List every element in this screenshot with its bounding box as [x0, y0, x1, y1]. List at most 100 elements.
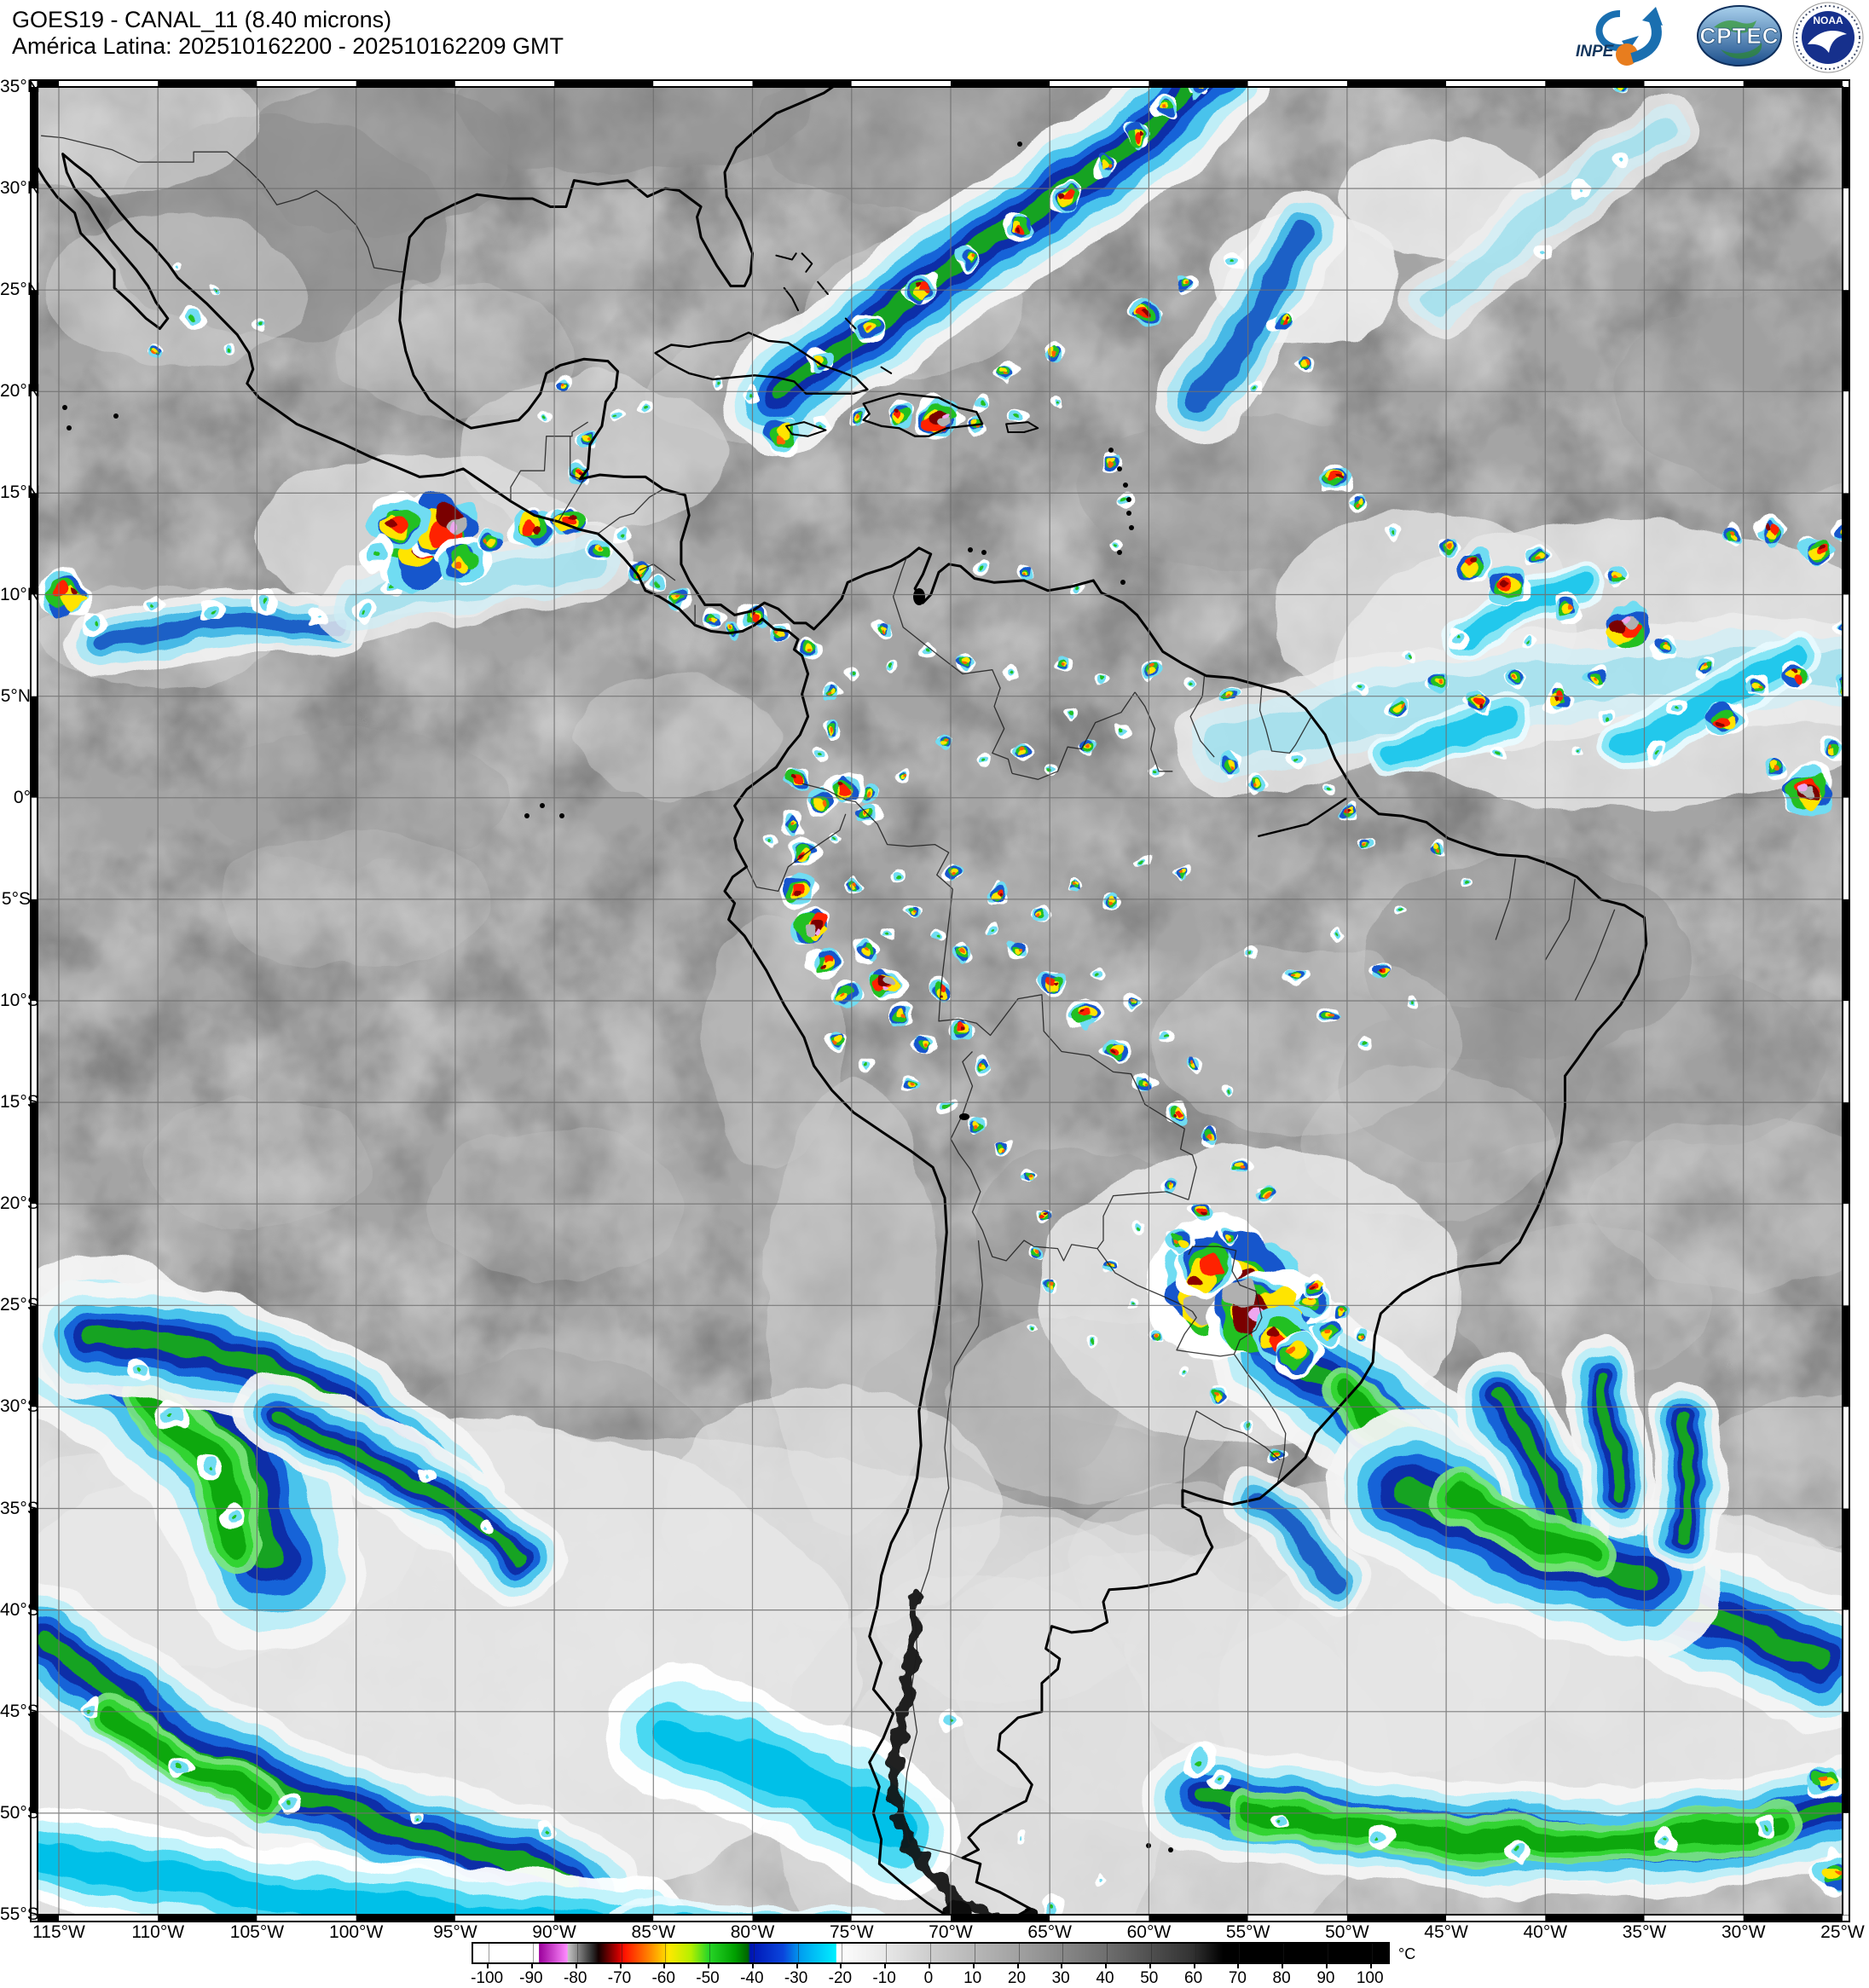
colorbar-tick	[487, 1964, 489, 1968]
lon-label: 45°W	[1424, 1922, 1468, 1942]
lat-label: 35°N	[0, 77, 40, 96]
noaa-logo-icon: NOAA	[1792, 2, 1864, 73]
colorbar-tick	[751, 1964, 754, 1968]
lat-label: 5°S	[1, 888, 31, 909]
colorbar-tick-label: 50	[1140, 1969, 1159, 1987]
map-imagery	[38, 87, 1843, 1915]
colorbar-tick	[619, 1964, 622, 1968]
colorbar-tick	[1193, 1964, 1195, 1968]
colorbar-tick-label: 30	[1051, 1969, 1070, 1987]
lon-label: 100°W	[329, 1922, 384, 1942]
lat-label: 50°S	[0, 1802, 39, 1823]
lat-label: 35°S	[0, 1498, 39, 1518]
lat-label: 5°N	[0, 685, 31, 706]
colorbar-tick	[972, 1964, 975, 1968]
lat-label: 40°S	[0, 1599, 39, 1620]
colorbar-tick-label: -50	[696, 1969, 720, 1987]
colorbar-unit-label: °C	[1398, 1945, 1416, 1962]
small-islands	[62, 142, 1348, 1852]
colorbar-tick-label: 80	[1272, 1969, 1291, 1987]
colorbar-tick	[886, 1944, 888, 1962]
lon-label: 30°W	[1721, 1922, 1766, 1942]
colorbar-tick	[1150, 1944, 1152, 1962]
colorbar-tick	[575, 1964, 577, 1968]
lon-label: 70°W	[929, 1922, 973, 1942]
colorbar-tick-label: 90	[1316, 1969, 1335, 1987]
lon-label: 80°W	[730, 1922, 775, 1942]
colorbar-tick	[1325, 1964, 1328, 1968]
lat-label: 45°S	[0, 1701, 39, 1721]
lon-label: 110°W	[131, 1922, 185, 1942]
colorbar-tick	[665, 1944, 667, 1962]
lat-label: 55°S	[0, 1904, 39, 1924]
country-borders	[41, 135, 1616, 1861]
lon-label: 65°W	[1027, 1922, 1072, 1942]
colorbar-tick	[1371, 1944, 1373, 1962]
colorbar-tick	[1062, 1944, 1064, 1962]
lat-label: 15°S	[0, 1092, 39, 1112]
colorbar-tick-label: 0	[923, 1969, 934, 1987]
colorbar-tick-label: -60	[651, 1969, 675, 1987]
colorbar-tick-label: -20	[828, 1969, 853, 1987]
page-subtitle: América Latina: 202510162200 - 202510162…	[12, 33, 564, 59]
graticule-grid	[38, 87, 1843, 1915]
colorbar-tick	[796, 1964, 798, 1968]
colorbar-tick-label: 10	[963, 1969, 982, 1987]
colorbar-tick	[532, 1944, 534, 1962]
colorbar-tick	[576, 1944, 578, 1962]
colorbar-tick	[1239, 1944, 1241, 1962]
lon-label: 95°W	[433, 1922, 477, 1942]
colorbar-tick-label: -70	[607, 1969, 632, 1987]
inpe-logo-icon: INPE	[1576, 7, 1663, 66]
lon-label: 50°W	[1325, 1922, 1369, 1942]
colorbar-tick	[1105, 1964, 1107, 1968]
colorbar-tick	[1369, 1964, 1372, 1968]
lon-label: 25°W	[1820, 1922, 1865, 1942]
lat-label: 15°N	[0, 483, 40, 503]
colorbar-tick	[928, 1964, 930, 1968]
colorbar-tick	[884, 1964, 887, 1968]
lon-label: 115°W	[32, 1922, 85, 1942]
colorbar-tick	[1018, 1944, 1020, 1962]
colorbar	[472, 1942, 1390, 1964]
colorbar-tick	[709, 1944, 710, 1962]
colorbar-tick	[1283, 1944, 1285, 1962]
map-frame	[30, 79, 1850, 1922]
colorbar-tick	[753, 1944, 755, 1962]
lon-label: 60°W	[1126, 1922, 1172, 1942]
colorbar-tick	[530, 1964, 533, 1968]
page-title: GOES19 - CANAL_11 (8.40 microns)	[12, 7, 392, 32]
lon-label: 35°W	[1622, 1922, 1667, 1942]
lat-label: 20°S	[0, 1193, 39, 1214]
colorbar-tick	[840, 1964, 842, 1968]
colorbar-tick	[1016, 1964, 1019, 1968]
lat-label: 10°S	[0, 990, 39, 1010]
colorbar-tick-label: 100	[1356, 1969, 1384, 1987]
colorbar-tick-label: -100	[471, 1969, 504, 1987]
colorbar-tick-label: -40	[740, 1969, 764, 1987]
colorbar-tick-label: 40	[1096, 1969, 1114, 1987]
lat-label: 25°N	[0, 280, 40, 300]
colorbar-tick	[929, 1944, 931, 1962]
colorbar-tick	[1061, 1964, 1063, 1968]
colorbar-tick-label: 20	[1007, 1969, 1027, 1987]
colorbar-tick-label: -80	[563, 1969, 587, 1987]
colorbar-tick	[1282, 1964, 1284, 1968]
colorbar-tick	[1149, 1964, 1151, 1968]
lat-label: 30°N	[0, 178, 40, 199]
colorbar-tick	[797, 1944, 799, 1962]
lon-label: 40°W	[1523, 1922, 1568, 1942]
colorbar-tick	[1195, 1944, 1196, 1962]
lon-label: 105°W	[229, 1922, 285, 1942]
lat-label: 10°N	[0, 584, 40, 604]
cptec-logo-icon: CPTEC	[1697, 5, 1782, 66]
lon-label: 90°W	[532, 1922, 576, 1942]
lon-label: 55°W	[1225, 1922, 1270, 1942]
lon-label: 85°W	[631, 1922, 676, 1942]
colorbar-tick	[1237, 1964, 1240, 1968]
colorbar-tick-label: 70	[1228, 1969, 1247, 1987]
andes-terrain	[888, 1593, 1043, 1915]
lon-label: 75°W	[829, 1922, 874, 1942]
colorbar-tick	[708, 1964, 709, 1968]
